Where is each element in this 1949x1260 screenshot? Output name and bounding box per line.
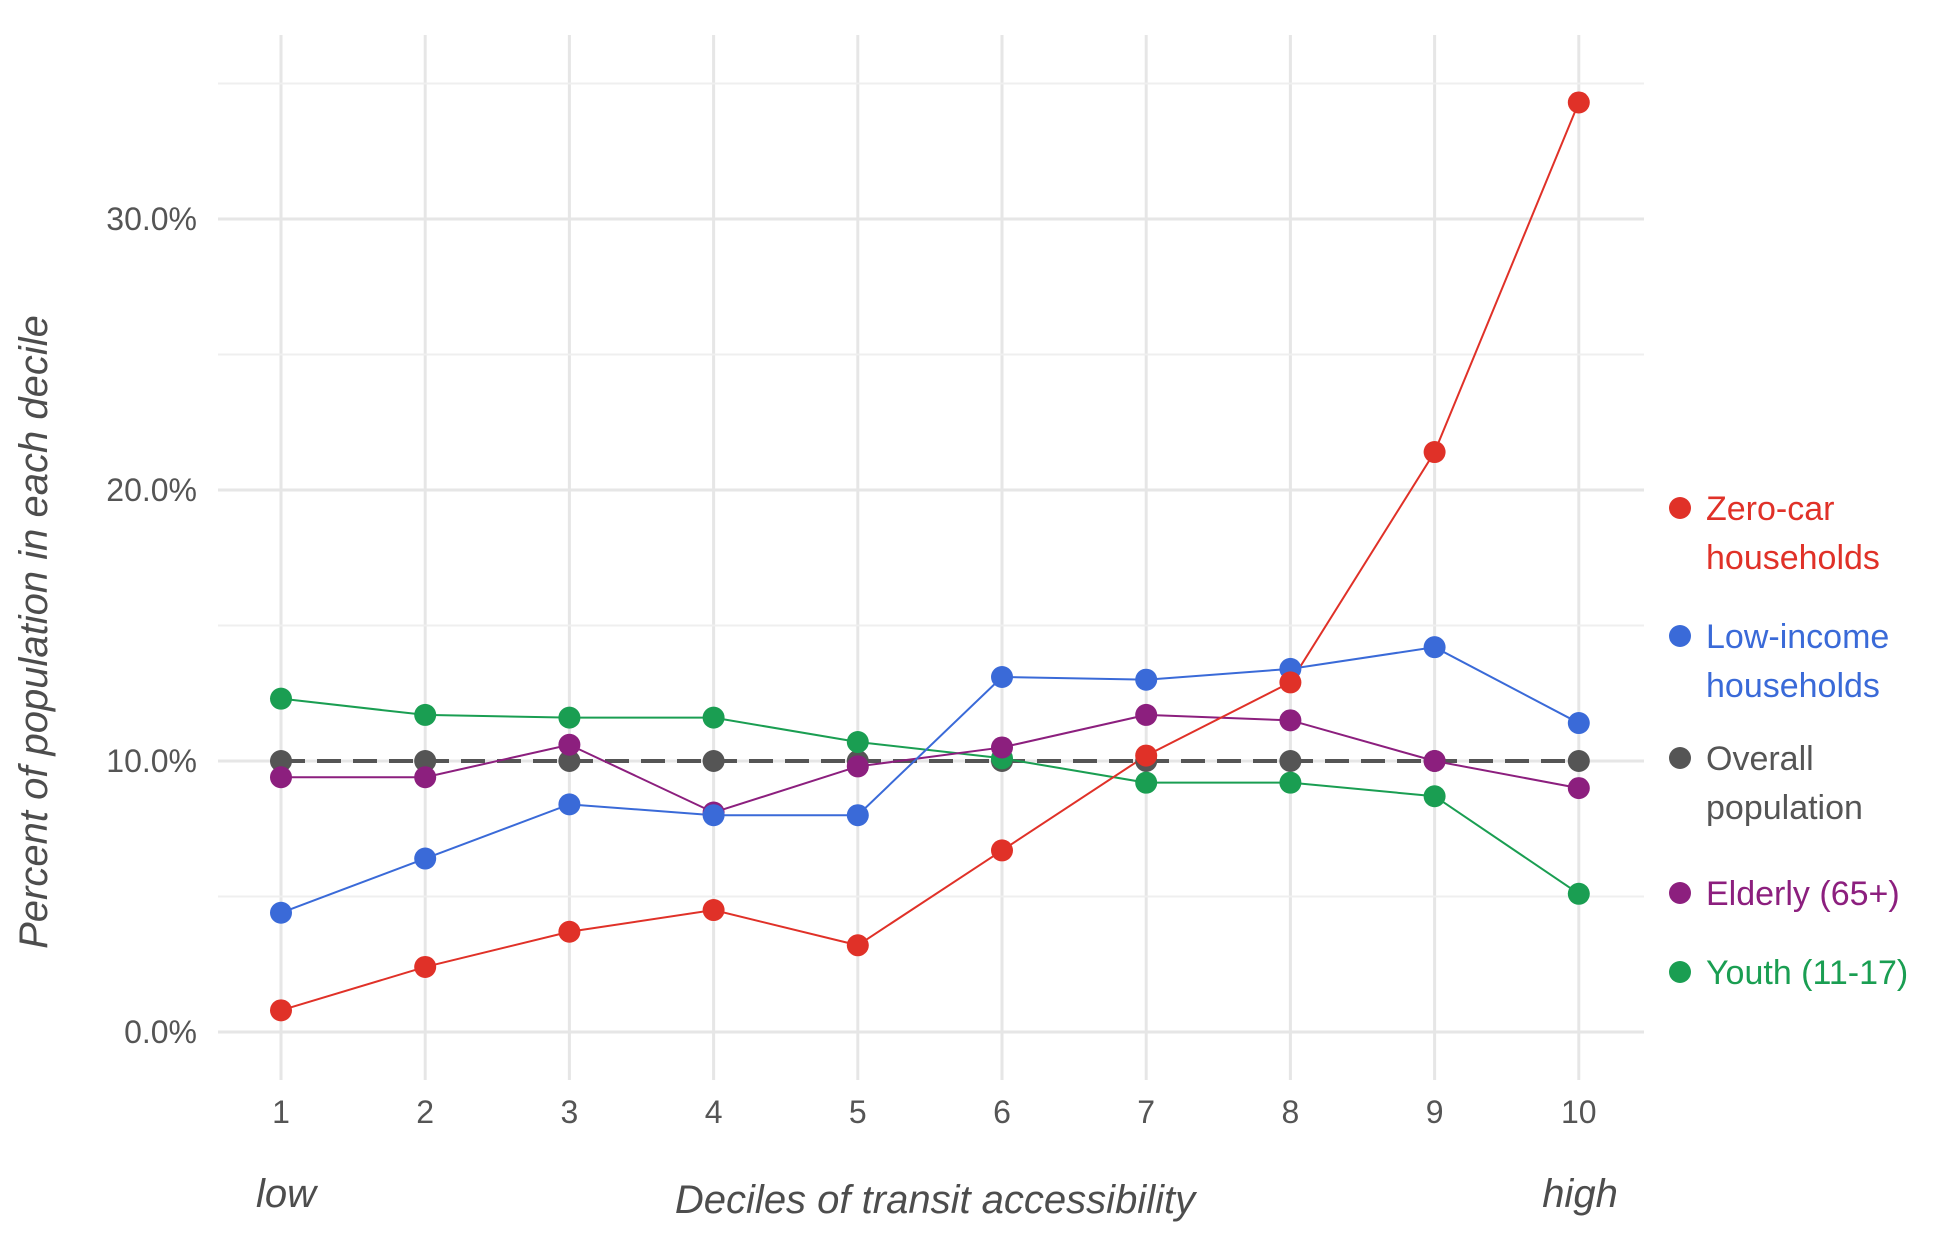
data-point [414,750,437,772]
data-point [558,920,581,943]
legend: Zero-car households Low-income households Ov… [1669,490,1908,992]
data-point [991,839,1013,862]
y-tick-label: 30.0% [106,201,197,237]
data-point [1567,712,1590,735]
data-point [270,766,292,789]
data-point [558,706,581,729]
legend-label: population [1706,789,1863,827]
y-tick-label: 20.0% [106,472,197,508]
data-point [1423,750,1446,772]
series-lines [280,102,1580,1012]
data-point [991,736,1013,759]
series-line [281,713,1579,814]
x-axis-high-label: high [1542,1172,1618,1216]
data-point [414,703,437,726]
grid [218,35,1644,1080]
data-point [991,665,1013,688]
y-tick-label: 10.0% [106,743,197,779]
x-axis-ticks: 1 2 3 4 5 6 7 8 9 10 [272,1094,1596,1130]
y-axis-title: Percent of population in each decile [12,315,56,949]
legend-label: Youth (11-17) [1706,954,1908,992]
x-tick-label: 3 [561,1094,579,1130]
data-point [1279,750,1302,772]
legend-label: households [1706,539,1880,577]
legend-label: Overall [1706,740,1814,778]
data-point [846,934,869,957]
x-tick-label: 9 [1426,1094,1444,1130]
x-tick-label: 10 [1561,1094,1597,1130]
data-point [1279,671,1302,694]
series-line [280,697,1580,895]
data-point [702,804,725,827]
data-point [1135,668,1158,691]
data-point [846,731,869,754]
data-point [1423,636,1446,659]
data-point [1279,771,1302,794]
x-tick-label: 4 [705,1094,723,1130]
series-line [280,646,1580,914]
data-point [558,793,581,816]
series-points [270,91,1590,1022]
x-axis-title: Deciles of transit accessibility [675,1178,1198,1222]
data-point [1279,709,1302,732]
data-point [1567,777,1590,800]
legend-label: Elderly (65+) [1706,875,1900,913]
data-point [558,750,581,772]
legend-marker [1669,497,1691,519]
data-point [1135,703,1158,726]
data-point [270,999,292,1022]
legend-label: households [1706,667,1880,705]
y-tick-label: 0.0% [124,1014,197,1050]
data-point [846,804,869,827]
y-axis-ticks: 0.0% 10.0% 20.0% 30.0% [106,201,197,1050]
data-point [1135,771,1158,794]
legend-label: Zero-car [1706,490,1834,528]
data-point [558,733,581,756]
legend-marker [1669,747,1691,769]
data-point [1423,441,1446,464]
data-point [414,847,437,870]
x-tick-label: 1 [272,1094,290,1130]
data-point [1567,91,1590,114]
data-point [270,687,292,710]
data-point [702,750,725,772]
x-axis-low-label: low [256,1172,319,1216]
data-point [270,750,292,772]
legend-marker [1669,625,1691,647]
data-point [1567,750,1590,772]
x-tick-label: 7 [1137,1094,1155,1130]
x-tick-label: 2 [416,1094,434,1130]
series-line [280,102,1580,1012]
data-point [414,766,437,789]
data-point [414,955,437,978]
legend-label: Low-income [1706,618,1889,656]
x-tick-label: 5 [849,1094,867,1130]
data-point [702,899,725,922]
x-tick-label: 8 [1282,1094,1300,1130]
data-point [1135,744,1158,767]
legend-marker [1669,882,1691,904]
x-tick-label: 6 [993,1094,1011,1130]
data-point [846,755,869,778]
legend-marker [1669,961,1691,983]
data-point [1423,785,1446,808]
data-point [1567,882,1590,905]
data-point [702,706,725,729]
data-point [270,901,292,924]
